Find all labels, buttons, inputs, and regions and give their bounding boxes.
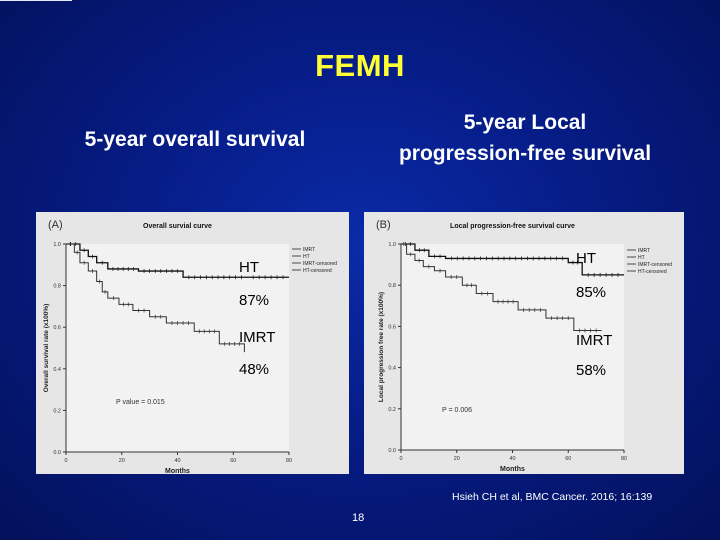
x-tick-label: 20 [454,456,460,462]
chart-title: Overall survial curve [143,223,212,230]
legend-entry: HT-censored [303,268,332,274]
series-line-imrt [66,243,245,353]
x-tick-label: 20 [119,458,125,464]
subtitle-local-pfs: 5-year Local progression-free survival [360,107,690,169]
y-tick-label: 0.6 [388,324,396,330]
annotation-imrt-label: IMRT [576,332,613,349]
citation: Hsieh CH et al, BMC Cancer. 2016; 16:139 [452,491,653,503]
y-tick-label: 1.0 [388,242,396,248]
chart-panel-overall-survival: (A) Overall survial curve 0 20 40 60 80 0.0 0.2 0… [36,212,349,474]
y-tick-label: 0.2 [388,407,396,413]
annotation-imrt-label: IMRT [239,329,276,346]
legend-entry: IMRT-censored [638,262,672,268]
page-number: 18 [352,512,365,524]
plot-area [66,244,289,452]
series-line-imrt [401,243,602,332]
x-tick-label: 80 [286,458,292,464]
chart-local-pfs: (B) Local progression-free survival curve… [376,219,672,473]
legend-entry: IMRT [303,247,315,253]
chart-overall-survival: (A) Overall survial curve 0 20 40 60 80 0.0 0.2 0… [43,219,337,474]
chart-title: Local progression-free survival curve [450,223,575,230]
x-axis-label: Months [165,468,190,474]
legend-entry: HT-censored [638,269,667,275]
annotation-ht-label: HT [576,250,596,267]
y-tick-label: 0.8 [53,284,61,290]
p-value: P value = 0.015 [116,399,165,406]
annotation-imrt-value: 48% [239,361,270,378]
y-tick-label: 1.0 [53,242,61,248]
subtitle-local-pfs-line1: 5-year Local [463,111,587,134]
y-tick-label: 0.4 [388,366,396,372]
corner-rule [0,0,72,1]
panel-label: (B) [376,219,391,231]
series-line-ht [401,243,624,276]
legend-entry: IMRT-censored [303,261,337,267]
x-tick-label: 0 [64,458,67,464]
x-tick-label: 60 [230,458,236,464]
subtitle-overall-survival: 5-year overall survival [84,128,306,151]
legend-entry: HT [303,254,310,260]
y-tick-label: 0.8 [388,283,396,289]
panel-label: (A) [48,219,63,231]
y-axis-label: Overall survival rate (x100%) [43,304,50,393]
annotation-ht-value: 85% [576,284,607,301]
y-tick-label: 0.2 [53,408,61,414]
x-axis-label: Months [500,466,525,473]
p-value: P = 0.006 [442,407,472,414]
y-tick-label: 0.6 [53,325,61,331]
x-tick-label: 80 [621,456,627,462]
subtitle-local-pfs-line2: progression-free survival [398,142,652,165]
legend-entry: IMRT [638,248,650,254]
slide-title: FEMH [315,48,405,83]
y-tick-label: 0.4 [53,367,61,373]
x-tick-label: 60 [565,456,571,462]
y-tick-label: 0.0 [388,448,396,454]
series-line-ht [66,243,289,278]
y-tick-label: 0.0 [53,450,61,456]
annotation-imrt-value: 58% [576,362,607,379]
x-tick-label: 40 [174,458,180,464]
legend-entry: HT [638,255,645,261]
y-axis-label: Local progression free rate (x100%) [378,292,385,402]
plot-area [401,244,624,450]
x-tick-label: 0 [399,456,402,462]
chart-panel-local-pfs: (B) Local progression-free survival curve… [364,212,684,474]
annotation-ht-label: HT [239,259,259,276]
annotation-ht-value: 87% [239,292,270,309]
x-tick-label: 40 [509,456,515,462]
